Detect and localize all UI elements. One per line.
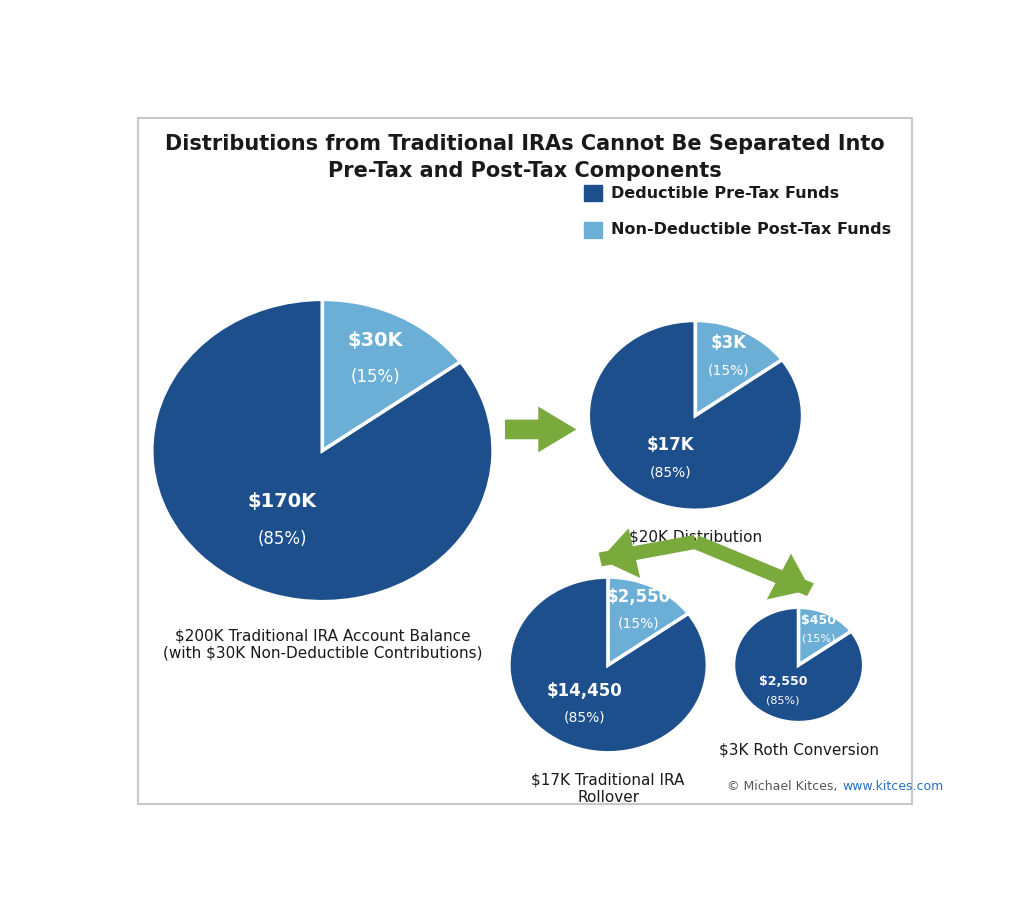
Wedge shape [733, 607, 863, 722]
Polygon shape [505, 406, 577, 452]
Wedge shape [323, 299, 461, 450]
Text: Deductible Pre-Tax Funds: Deductible Pre-Tax Funds [611, 185, 840, 201]
Text: (15%): (15%) [802, 634, 836, 644]
Polygon shape [599, 535, 697, 566]
Text: © Michael Kitces,: © Michael Kitces, [727, 780, 842, 792]
Text: $450: $450 [801, 614, 837, 626]
Bar [585, 185, 602, 201]
Text: (15%): (15%) [708, 363, 750, 378]
Text: $170K: $170K [248, 492, 316, 511]
Text: (85%): (85%) [767, 695, 800, 705]
Bar [585, 222, 602, 237]
Text: Non-Deductible Post-Tax Funds: Non-Deductible Post-Tax Funds [611, 222, 892, 237]
FancyBboxPatch shape [137, 118, 912, 804]
Text: $2,550: $2,550 [759, 676, 808, 688]
Text: (15%): (15%) [350, 368, 400, 386]
Text: (85%): (85%) [649, 465, 691, 479]
Text: $2,550: $2,550 [606, 588, 671, 606]
Text: (85%): (85%) [564, 711, 605, 725]
Text: $200K Traditional IRA Account Balance
(with $30K Non-Deductible Contributions): $200K Traditional IRA Account Balance (w… [163, 628, 482, 661]
Polygon shape [600, 529, 640, 578]
Text: (15%): (15%) [617, 617, 659, 631]
Text: $20K Distribution: $20K Distribution [629, 530, 762, 545]
Wedge shape [799, 607, 851, 665]
Wedge shape [608, 577, 688, 665]
Text: Distributions from Traditional IRAs Cannot Be Separated Into
Pre-Tax and Post-Ta: Distributions from Traditional IRAs Cann… [165, 134, 885, 181]
Wedge shape [695, 320, 782, 415]
Wedge shape [589, 320, 803, 510]
Polygon shape [767, 553, 811, 600]
Text: $17K: $17K [646, 436, 694, 454]
Polygon shape [692, 536, 814, 596]
Text: $14,450: $14,450 [547, 682, 623, 700]
Text: $30K: $30K [347, 331, 402, 350]
Wedge shape [152, 299, 493, 602]
Text: www.kitces.com: www.kitces.com [842, 780, 943, 792]
Text: $17K Traditional IRA
Rollover: $17K Traditional IRA Rollover [531, 772, 685, 805]
Text: (85%): (85%) [257, 530, 307, 548]
Wedge shape [509, 577, 708, 753]
Text: $3K: $3K [711, 334, 746, 352]
Text: $3K Roth Conversion: $3K Roth Conversion [719, 742, 879, 757]
